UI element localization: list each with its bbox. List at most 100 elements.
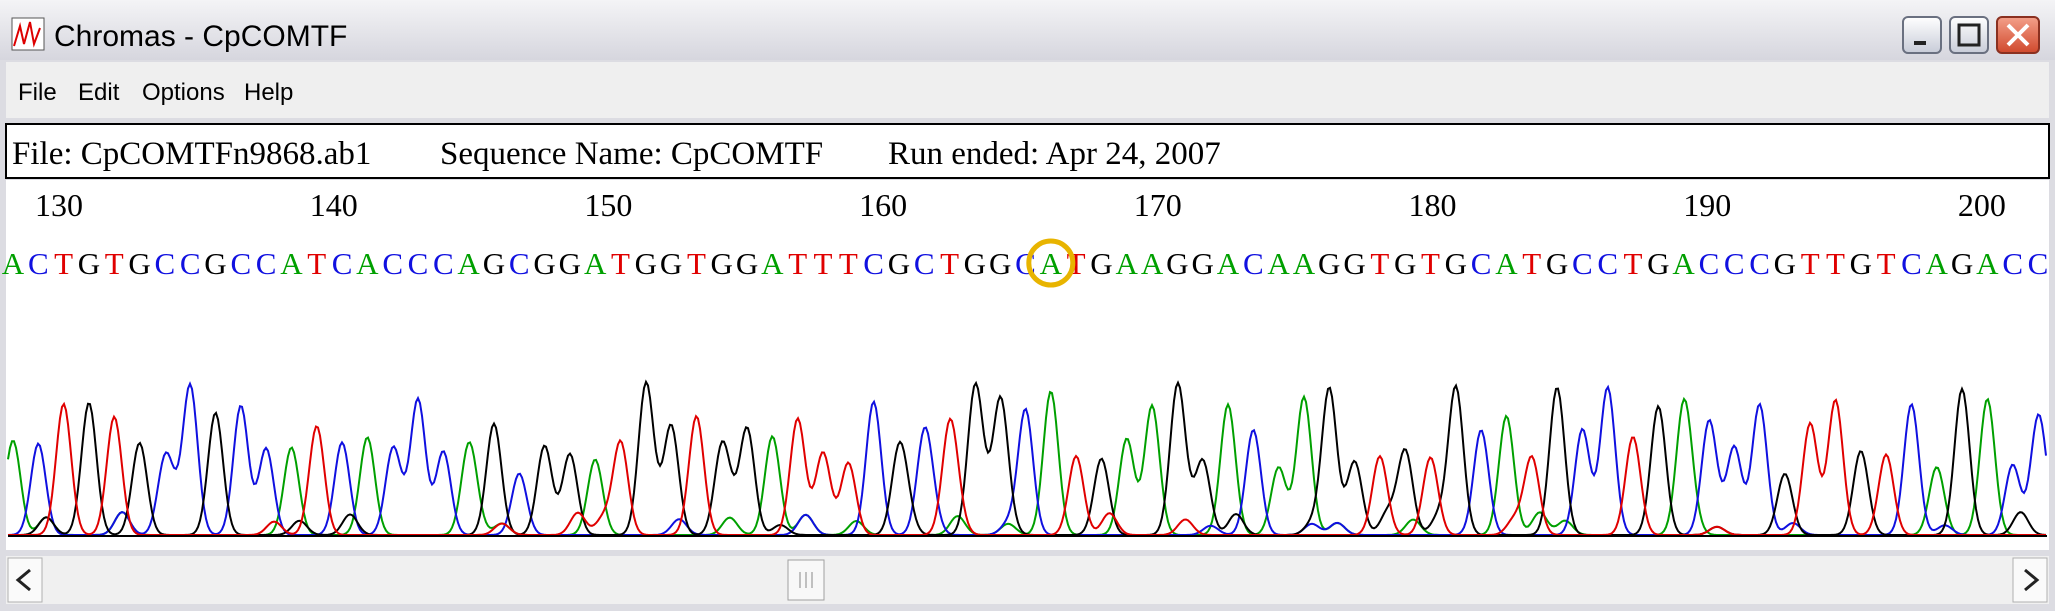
maximize-button[interactable] — [1949, 16, 1989, 54]
base-call: C — [1699, 246, 1720, 281]
position-label: 200 — [1958, 187, 2006, 223]
base-call: C — [408, 246, 429, 281]
horizontal-scrollbar[interactable] — [6, 556, 2049, 604]
base-call: C — [230, 246, 251, 281]
base-call: T — [940, 246, 959, 281]
base-call: G — [128, 246, 150, 281]
base-call: G — [1647, 246, 1669, 281]
highlight-circle — [1026, 238, 1076, 288]
app-icon — [11, 17, 45, 51]
base-call: A — [761, 246, 784, 281]
base-call: C — [332, 246, 353, 281]
base-call: G — [1546, 246, 1568, 281]
base-call: G — [1166, 246, 1188, 281]
base-call: T — [611, 246, 630, 281]
base-call: A — [1293, 246, 1316, 281]
menu-item[interactable]: Edit — [78, 79, 120, 106]
file-name: File: CpCOMTFn9868.ab1 — [12, 136, 371, 172]
base-call: T — [814, 246, 833, 281]
base-call: G — [1850, 246, 1872, 281]
base-call: T — [1801, 246, 1820, 281]
window-title: Chromas - CpCOMTF — [54, 20, 347, 53]
base-call: C — [1749, 246, 1770, 281]
base-call: T — [839, 246, 858, 281]
base-call: C — [1243, 246, 1264, 281]
base-call: A — [1926, 246, 1949, 281]
position-label: 170 — [1134, 187, 1182, 223]
base-call: G — [660, 246, 682, 281]
base-call: C — [155, 246, 176, 281]
menu-item[interactable]: Help — [244, 79, 293, 106]
base-call: A — [584, 246, 607, 281]
base-call: T — [54, 246, 73, 281]
position-label: 130 — [35, 187, 83, 223]
base-call: C — [1471, 246, 1492, 281]
base-call: C — [2002, 246, 2023, 281]
close-button[interactable] — [1996, 16, 2040, 54]
base-call: T — [105, 246, 124, 281]
chromatogram-area — [6, 180, 2049, 550]
base-call: C — [914, 246, 935, 281]
base-call: C — [433, 246, 454, 281]
position-label: 160 — [859, 187, 907, 223]
position-label: 180 — [1409, 187, 1457, 223]
base-call: T — [1877, 246, 1896, 281]
base-call: T — [1826, 246, 1845, 281]
base-call: G — [1191, 246, 1213, 281]
base-call: G — [888, 246, 910, 281]
sequence-name: Sequence Name: CpCOMTF — [440, 136, 823, 172]
position-label: 190 — [1683, 187, 1731, 223]
base-call: G — [1318, 246, 1340, 281]
base-call: A — [1116, 246, 1139, 281]
position-label: 150 — [584, 187, 632, 223]
base-call: G — [736, 246, 758, 281]
base-call: C — [28, 246, 49, 281]
base-call: G — [78, 246, 100, 281]
scroll-right-button[interactable] — [2012, 557, 2048, 603]
base-call: C — [1724, 246, 1745, 281]
base-call: G — [1394, 246, 1416, 281]
menu-item[interactable]: File — [18, 79, 57, 106]
info-bar — [5, 123, 2050, 179]
menu-item[interactable]: Options — [142, 79, 225, 106]
base-call: A — [1217, 246, 1240, 281]
base-call: A — [1141, 246, 1164, 281]
base-call: G — [1343, 246, 1365, 281]
scroll-left-button[interactable] — [7, 557, 43, 603]
base-call: A — [280, 246, 303, 281]
base-call: G — [635, 246, 657, 281]
scroll-thumb[interactable] — [787, 559, 825, 601]
base-call: C — [2028, 246, 2049, 281]
base-call: C — [256, 246, 277, 281]
base-call: T — [307, 246, 326, 281]
base-call: C — [1901, 246, 1922, 281]
base-call: G — [1090, 246, 1112, 281]
minimize-button[interactable] — [1902, 16, 1942, 54]
base-call: G — [964, 246, 986, 281]
base-call: T — [1421, 246, 1440, 281]
base-call: T — [1624, 246, 1643, 281]
base-call: A — [1976, 246, 1999, 281]
trace — [7, 381, 2047, 536]
title-bar — [0, 0, 2055, 60]
position-label: 140 — [310, 187, 358, 223]
base-call: G — [204, 246, 226, 281]
base-call: A — [1672, 246, 1695, 281]
base-call: A — [1267, 246, 1290, 281]
base-call: C — [1597, 246, 1618, 281]
menu-bar — [6, 62, 2049, 118]
base-call: G — [711, 246, 733, 281]
base-call: C — [509, 246, 530, 281]
base-call: T — [788, 246, 807, 281]
base-call: A — [2, 246, 25, 281]
base-call: A — [1495, 246, 1518, 281]
base-call: G — [989, 246, 1011, 281]
base-call: A — [1040, 246, 1063, 281]
base-call: G — [559, 246, 581, 281]
base-call: A — [457, 246, 480, 281]
base-call: G — [1951, 246, 1973, 281]
base-call: G — [1774, 246, 1796, 281]
base-call: C — [180, 246, 201, 281]
